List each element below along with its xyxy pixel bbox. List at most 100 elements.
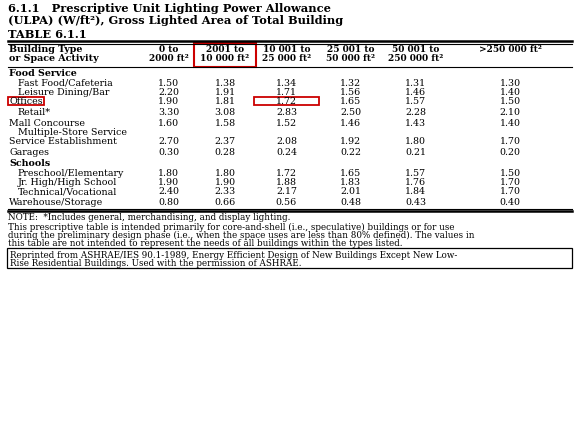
Text: 1.57: 1.57 [405,169,426,178]
Text: 3.30: 3.30 [158,108,179,117]
Text: 1.81: 1.81 [215,97,235,106]
Bar [194,42,256,67]
Text: 1.34: 1.34 [276,79,297,88]
Text: Reprinted from ASHRAE/IES 90.1-1989, Energy Efficient Design of New Buildings Ex: Reprinted from ASHRAE/IES 90.1-1989, Ene… [10,251,458,260]
Text: TABLE 6.1.1: TABLE 6.1.1 [8,29,87,40]
Bar [8,97,44,105]
Text: 0.80: 0.80 [158,198,179,207]
Text: Offices: Offices [9,97,42,106]
Text: 1.84: 1.84 [405,187,426,196]
Text: 1.58: 1.58 [215,118,235,127]
Text: 10 000 ft²: 10 000 ft² [201,54,249,63]
Text: Rise Residential Buildings. Used with the permission of ASHRAE.: Rise Residential Buildings. Used with th… [10,260,302,269]
Text: 1.92: 1.92 [340,138,361,146]
Text: 2.40: 2.40 [158,187,179,196]
Text: 2.08: 2.08 [276,138,297,146]
Text: 0.43: 0.43 [405,198,426,207]
Text: 2.17: 2.17 [276,187,297,196]
Text: 0.56: 0.56 [276,198,297,207]
Text: 1.90: 1.90 [158,178,179,187]
Text: 1.91: 1.91 [215,88,235,97]
Text: 25 000 ft²: 25 000 ft² [262,54,311,63]
Text: 2.01: 2.01 [340,187,361,196]
Text: 3.08: 3.08 [215,108,235,117]
Text: 1.30: 1.30 [499,79,521,88]
Text: Leisure Dining/Bar: Leisure Dining/Bar [18,88,110,97]
Text: 0.28: 0.28 [215,148,235,157]
Text: 0.66: 0.66 [215,198,235,207]
Text: 2.37: 2.37 [215,138,235,146]
Text: >250 000 ft²: >250 000 ft² [478,45,542,54]
Text: 2.33: 2.33 [215,187,235,196]
Text: Retail*: Retail* [18,108,51,117]
Text: 1.71: 1.71 [276,88,297,97]
Text: 0.40: 0.40 [499,198,520,207]
Text: 2.70: 2.70 [158,138,179,146]
Text: Service Establishment: Service Establishment [9,138,117,146]
Text: Schools: Schools [9,159,50,168]
Text: 0.24: 0.24 [276,148,297,157]
Text: 2001 to: 2001 to [206,45,244,54]
Text: 1.52: 1.52 [276,118,297,127]
Text: 1.90: 1.90 [158,97,179,106]
Text: 0.30: 0.30 [158,148,179,157]
Text: Technical/Vocational: Technical/Vocational [18,187,117,196]
Text: 1.72: 1.72 [276,169,297,178]
Bar [254,97,319,105]
Bar [7,248,572,268]
Text: 1.80: 1.80 [405,138,426,146]
Text: 2.28: 2.28 [405,108,426,117]
Text: 1.50: 1.50 [158,79,179,88]
Text: 1.60: 1.60 [158,118,179,127]
Text: 1.90: 1.90 [215,178,235,187]
Text: 0.22: 0.22 [340,148,361,157]
Text: 1.32: 1.32 [340,79,361,88]
Text: 1.40: 1.40 [499,88,520,97]
Text: Building Type: Building Type [9,45,82,54]
Text: Preschool/Elementary: Preschool/Elementary [18,169,124,178]
Text: Fast Food/Cafeteria: Fast Food/Cafeteria [18,79,113,88]
Text: 1.80: 1.80 [215,169,235,178]
Text: 1.65: 1.65 [340,97,361,106]
Text: 1.70: 1.70 [499,178,520,187]
Text: this table are not intended to represent the needs of all buildings within the t: this table are not intended to represent… [8,239,403,248]
Text: 250 000 ft²: 250 000 ft² [388,54,443,63]
Text: 1.50: 1.50 [499,97,521,106]
Text: 1.83: 1.83 [340,178,361,187]
Text: 1.88: 1.88 [276,178,297,187]
Text: 2.83: 2.83 [276,108,297,117]
Text: or Space Activity: or Space Activity [9,54,99,63]
Text: 1.80: 1.80 [158,169,179,178]
Text: 10 001 to: 10 001 to [263,45,310,54]
Text: 1.72: 1.72 [276,97,297,106]
Text: 25 001 to: 25 001 to [327,45,374,54]
Text: 0.21: 0.21 [405,148,426,157]
Text: Mall Concourse: Mall Concourse [9,118,85,127]
Text: 2.20: 2.20 [158,88,179,97]
Text: 2.50: 2.50 [340,108,361,117]
Text: Garages: Garages [9,148,49,157]
Text: Jr. High/High School: Jr. High/High School [18,178,117,187]
Text: Multiple-Store Service: Multiple-Store Service [18,128,127,137]
Text: 1.46: 1.46 [340,118,361,127]
Text: 6.1.1   Prescriptive Unit Lighting Power Allowance: 6.1.1 Prescriptive Unit Lighting Power A… [8,3,331,14]
Text: 1.70: 1.70 [499,138,520,146]
Text: Food Service: Food Service [9,69,77,78]
Text: 1.70: 1.70 [499,187,520,196]
Text: 1.56: 1.56 [340,88,361,97]
Text: 1.57: 1.57 [405,97,426,106]
Text: 50 001 to: 50 001 to [392,45,439,54]
Text: 1.38: 1.38 [215,79,235,88]
Text: 1.40: 1.40 [499,118,520,127]
Text: 2.10: 2.10 [499,108,520,117]
Text: 0.48: 0.48 [340,198,361,207]
Text: 1.50: 1.50 [499,169,521,178]
Text: (ULPA) (W/ft²), Gross Lighted Area of Total Building: (ULPA) (W/ft²), Gross Lighted Area of To… [8,15,343,26]
Text: during the preliminary design phase (i.e., when the space uses are less than 80%: during the preliminary design phase (i.e… [8,230,474,240]
Text: 0 to: 0 to [159,45,178,54]
Text: 50 000 ft²: 50 000 ft² [326,54,375,63]
Text: 1.31: 1.31 [405,79,426,88]
Text: 2000 ft²: 2000 ft² [148,54,188,63]
Text: 1.43: 1.43 [405,118,426,127]
Text: NOTE:  *Includes general, merchandising, and display lighting.: NOTE: *Includes general, merchandising, … [8,214,291,223]
